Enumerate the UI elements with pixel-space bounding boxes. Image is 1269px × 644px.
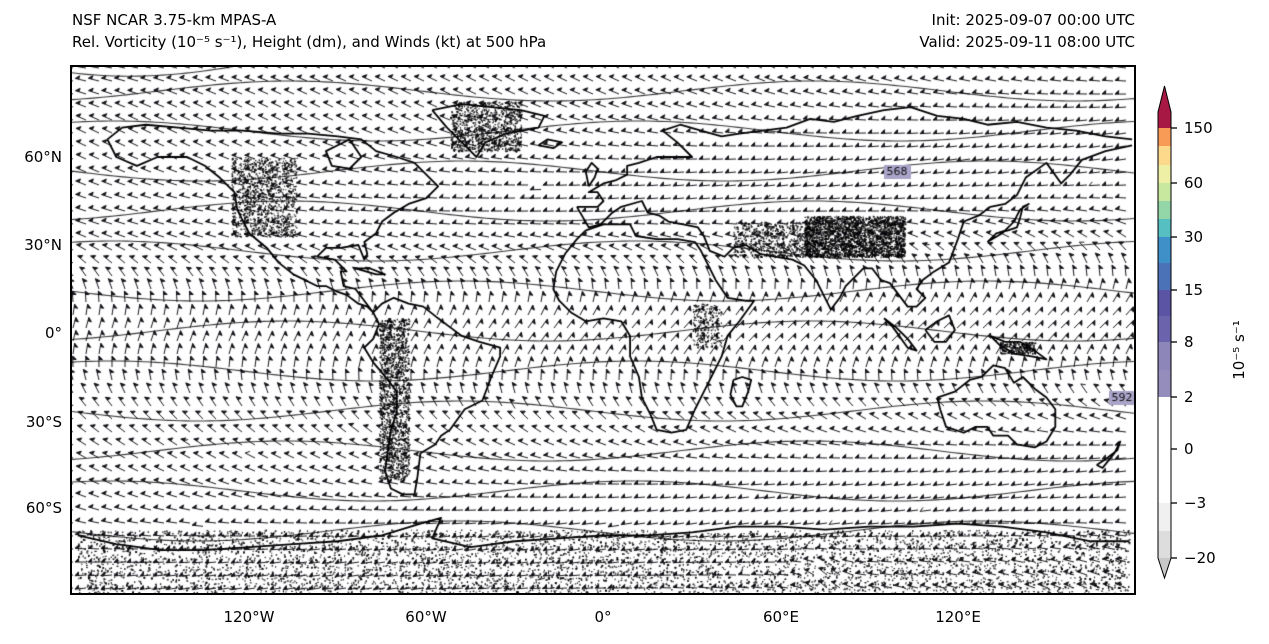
x-tick-label: 120°W [223,608,275,626]
colorbar-tick-label: 0 [1184,440,1194,458]
colorbar-unit-label: 10⁻⁵ s⁻¹ [1230,320,1248,380]
colorbar-cell [1158,397,1171,449]
y-tick-label: 30°N [24,236,62,254]
colorbar-cell [1158,201,1171,219]
map-canvas [72,67,1134,593]
colorbar-cell [1158,146,1171,165]
colorbar-cell [1158,531,1171,558]
colorbar-tick-label: 30 [1184,228,1203,246]
x-tick-label: 60°W [405,608,447,626]
colorbar-cell [1158,183,1171,201]
colorbar-cell [1158,316,1171,342]
colorbar-cell [1158,112,1171,128]
colorbar-tick-label: −3 [1184,494,1206,512]
map-frame [70,65,1136,595]
colorbar-tick-label: 15 [1184,281,1203,299]
colorbar-outline [1157,85,1172,580]
colorbar-tick-label: 150 [1184,119,1213,137]
field-subtitle: Rel. Vorticity (10⁻⁵ s⁻¹), Height (dm), … [72,33,547,51]
colorbar-cell [1158,290,1171,316]
colorbar-cell [1158,219,1171,237]
colorbar-cell [1158,165,1171,183]
y-tick-label: 60°N [24,148,62,166]
x-tick-label: 0° [594,608,612,626]
valid-time: Valid: 2025-09-11 08:00 UTC [919,33,1135,51]
init-time: Init: 2025-09-07 00:00 UTC [931,11,1135,29]
y-tick-label: 60°S [25,499,62,517]
colorbar-cell [1158,449,1171,503]
x-tick-label: 120°E [935,608,981,626]
colorbar-cell [1158,370,1171,397]
y-tick-label: 0° [44,324,62,342]
model-title: NSF NCAR 3.75-km MPAS-A [72,11,277,29]
colorbar-extend-arrow [1158,86,1171,112]
colorbar-cell [1158,263,1171,290]
y-tick-label: 30°S [25,413,62,431]
x-tick-label: 60°E [762,608,800,626]
colorbar-tick-label: 8 [1184,333,1194,351]
colorbar-cell [1158,128,1171,146]
colorbar-cell [1158,237,1171,263]
colorbar: 150 60 30 15 8 2 0 −3 −20 [1157,85,1216,580]
colorbar-tick-label: 2 [1184,388,1194,406]
colorbar-cell [1158,342,1171,370]
colorbar-tick-label: −20 [1184,549,1216,567]
colorbar-tick-label: 60 [1184,174,1203,192]
colorbar-extend-arrow [1158,558,1171,578]
colorbar-cell [1158,503,1171,531]
